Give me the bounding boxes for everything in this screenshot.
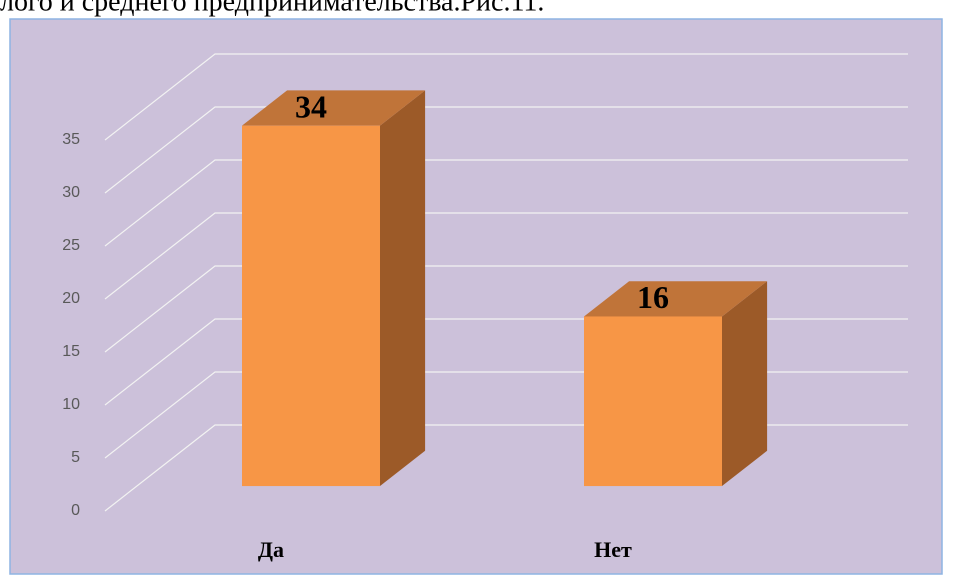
y-tick-label: 30 <box>62 184 80 201</box>
x-tick-label: Да <box>258 537 284 562</box>
grid-line <box>104 265 908 353</box>
bar <box>242 125 380 487</box>
grid-line <box>104 106 908 194</box>
y-tick-label: 25 <box>62 237 80 254</box>
bar-side <box>380 90 426 487</box>
grid-line <box>104 159 908 247</box>
y-tick-label: 10 <box>62 396 80 413</box>
caption: лого и среднего предпринимательства.Рис.… <box>0 0 544 17</box>
data-label: 16 <box>637 279 669 315</box>
data-label: 34 <box>295 88 327 124</box>
bar-top <box>584 281 768 317</box>
plot: 0 5 10 15 20 25 30 35 Да 34 Нет 16 <box>62 53 908 562</box>
y-tick-label: 35 <box>62 131 80 148</box>
y-tick-label: 15 <box>62 343 80 360</box>
grid-line <box>104 53 908 141</box>
grid-line <box>104 212 908 300</box>
y-tick-label: 20 <box>62 290 80 307</box>
chart-area <box>9 18 943 575</box>
bar-top <box>242 90 426 126</box>
y-tick-label: 5 <box>71 449 80 466</box>
bar-side <box>722 281 768 487</box>
y-tick-label: 0 <box>71 502 80 519</box>
x-tick-label: Нет <box>594 537 632 562</box>
bar <box>584 316 722 487</box>
